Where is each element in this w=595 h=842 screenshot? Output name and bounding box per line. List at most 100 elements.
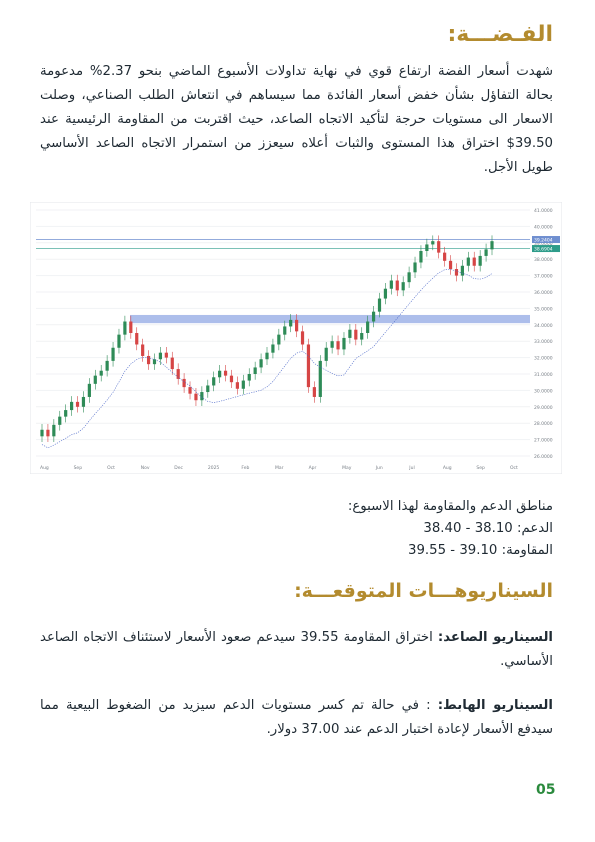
bullish-scenario-label: السيناريو الصاعد: [437, 630, 553, 645]
candle-body [407, 272, 411, 283]
x-tick-label: Feb [241, 465, 249, 471]
price-label-box [532, 236, 560, 244]
scenarios-title: السيناريوهـــات المتوقعـــة: [294, 580, 553, 602]
candle-body [478, 255, 482, 266]
x-tick-label: Oct [107, 465, 115, 471]
candle-body [283, 326, 287, 335]
candle-body [146, 355, 151, 365]
x-tick-label: Sep [74, 465, 83, 471]
x-tick-label: Nov [141, 465, 150, 471]
x-tick-label: May [342, 465, 352, 471]
candle-body [484, 249, 488, 256]
y-tick-label: 37.0000 [534, 274, 553, 280]
resistance-zone [130, 314, 530, 324]
support-level: الدعم: 38.10 - 38.40 [423, 521, 553, 536]
candle-body [176, 369, 180, 379]
candle-body [253, 367, 257, 374]
x-tick-label: Oct [510, 465, 518, 471]
section-title-silver: الفـضـــة: [447, 22, 553, 47]
candle-body [443, 252, 447, 261]
x-tick-label: Apr [309, 465, 317, 471]
candle-body [223, 370, 228, 376]
candle-body [70, 401, 74, 411]
x-tick-label: Dec [174, 465, 183, 471]
candle-body [40, 429, 44, 437]
x-tick-label: 2025 [208, 465, 220, 471]
y-tick-label: 36.0000 [534, 290, 553, 296]
candle-body [241, 380, 245, 389]
candle-body [472, 257, 476, 266]
candle-body [111, 347, 115, 361]
candle-body [135, 333, 139, 345]
candle-body [93, 375, 97, 384]
candle-body [431, 241, 435, 245]
candle-body [354, 329, 358, 340]
candle-body [448, 260, 453, 270]
support-resistance-block: مناطق الدعم والمقاومة لهذا الاسبوع: الدع… [253, 496, 553, 562]
candle-body [419, 251, 423, 263]
candle-body [389, 280, 393, 289]
candle-body [99, 370, 103, 376]
candle-body [164, 352, 168, 358]
candle-body [277, 334, 281, 345]
candle-body [371, 311, 376, 322]
candle-body [460, 265, 464, 276]
y-tick-label: 27.0000 [534, 438, 553, 444]
candle-body [490, 241, 494, 250]
x-tick-label: Aug [40, 465, 49, 471]
candle-body [259, 359, 263, 368]
candle-body [295, 319, 299, 332]
x-tick-label: Sep [476, 465, 485, 471]
chart-svg: 41.0000 40.0000 39.0000 38.0000 37.0000 36.00… [29, 201, 563, 475]
candle-body [235, 382, 239, 389]
bearish-scenario-label: السيناريو الهابط: [437, 698, 553, 713]
candle-body [360, 333, 364, 340]
candle-body [64, 410, 68, 417]
candle-body [265, 352, 269, 360]
candle-body [117, 334, 121, 348]
candle-body [425, 244, 429, 251]
candle-body [324, 347, 328, 361]
candle-body [271, 344, 275, 353]
candle-body [466, 257, 470, 266]
y-tick-label: 28.0000 [534, 421, 553, 427]
candle-body [212, 377, 216, 386]
price-label-box [532, 245, 560, 253]
candle-body [206, 385, 210, 393]
candle-body [194, 393, 198, 401]
price-label: 38.6904 [534, 247, 553, 253]
y-tick-label: 35.0000 [534, 306, 553, 312]
y-tick-label: 29.0000 [534, 405, 553, 411]
candle-body [348, 329, 352, 338]
bearish-scenario-text: : في حالة تم كسر مستويات الدعم سيزيد من … [40, 698, 553, 737]
candle-body [318, 360, 322, 397]
bullish-scenario: السيناريو الصاعد: اختراق المقاومة 39.55 … [40, 626, 553, 674]
candle-body [454, 269, 459, 276]
bearish-scenario: السيناريو الهابط: : في حالة تم كسر مستوي… [40, 694, 553, 742]
levels-heading: مناطق الدعم والمقاومة لهذا الاسبوع: [347, 499, 553, 514]
candle-body [87, 383, 91, 397]
candle-body [306, 344, 311, 388]
y-tick-label: 38.0000 [534, 257, 553, 263]
silver-price-chart: 41.0000 40.0000 39.0000 38.0000 37.0000 36.00… [29, 201, 563, 475]
candle-body [129, 321, 133, 333]
candle-body [395, 280, 399, 291]
y-tick-label: 34.0000 [534, 323, 553, 329]
x-tick-label: Jul [408, 465, 414, 471]
candle-body [75, 401, 80, 407]
y-tick-label: 26.0000 [534, 454, 553, 460]
candle-body [170, 357, 174, 370]
candle-body [158, 352, 163, 360]
x-tick-label: Mar [275, 465, 284, 471]
candle-body [366, 321, 370, 333]
candle-body [383, 288, 388, 299]
candle-body [188, 387, 192, 394]
x-tick-label: Jun [375, 465, 383, 471]
candle-body [413, 262, 417, 273]
x-tick-label: Aug [443, 465, 452, 471]
candle-body [437, 241, 441, 253]
page-number: 05 [536, 782, 556, 798]
candle-body [229, 375, 234, 383]
candle-body [247, 374, 251, 381]
candle-body [336, 341, 340, 350]
